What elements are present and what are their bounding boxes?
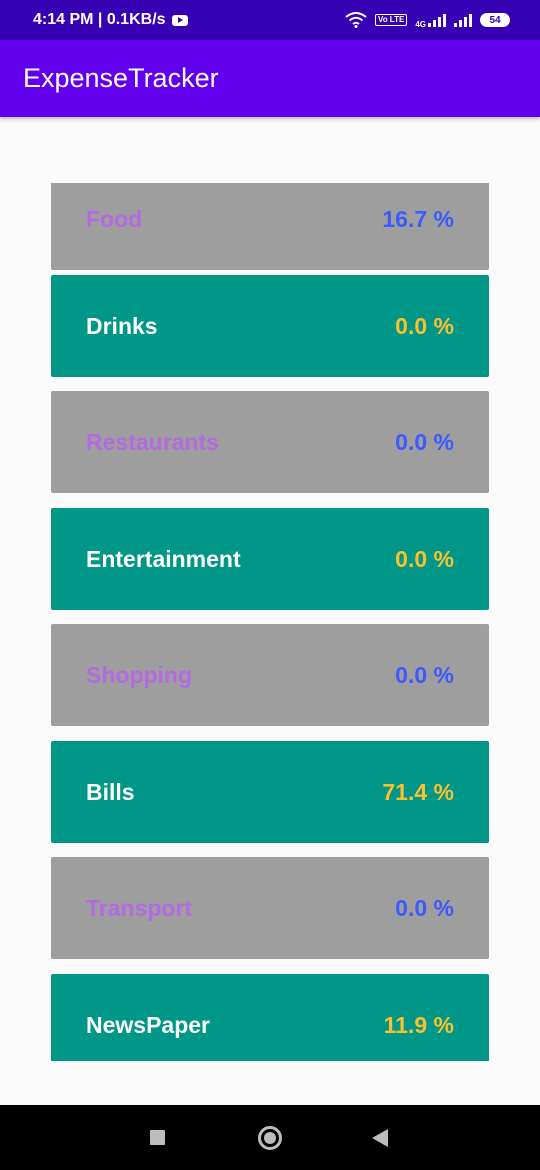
signal-2-icon — [454, 13, 472, 27]
category-row-food[interactable]: Food 16.7 % — [51, 183, 489, 270]
status-right: Vo LTE 4G 54 — [345, 11, 510, 29]
app-title: ExpenseTracker — [23, 63, 219, 93]
network-type-label: 4G — [415, 20, 426, 29]
home-icon[interactable] — [258, 1126, 282, 1150]
category-row-newspaper[interactable]: NewsPaper 11.9 % — [51, 974, 489, 1061]
category-name: Drinks — [86, 312, 158, 339]
battery-level: 54 — [489, 14, 501, 26]
category-percent: 0.0 % — [395, 312, 454, 339]
category-percent: 71.4 % — [382, 778, 454, 805]
category-name: Restaurants — [86, 428, 219, 455]
category-name: Transport — [86, 894, 193, 921]
category-row-bills[interactable]: Bills 71.4 % — [51, 741, 489, 843]
category-name: Shopping — [86, 661, 193, 688]
category-name: Entertainment — [86, 545, 241, 572]
category-name: Food — [86, 205, 143, 232]
category-percent: 11.9 % — [383, 1011, 454, 1038]
status-time-speed: 4:14 PM | 0.1KB/s — [33, 11, 166, 28]
status-bar: 4:14 PM | 0.1KB/s Vo LTE 4G 54 — [0, 0, 540, 40]
category-row-shopping[interactable]: Shopping 0.0 % — [51, 624, 489, 726]
battery-icon: 54 — [480, 13, 510, 27]
category-row-entertainment[interactable]: Entertainment 0.0 % — [51, 508, 489, 610]
signal-1-icon — [428, 13, 446, 27]
category-percent: 0.0 % — [395, 545, 454, 572]
category-name: NewsPaper — [86, 1011, 211, 1038]
category-percent: 0.0 % — [395, 894, 454, 921]
app-bar: ExpenseTracker — [0, 40, 540, 117]
recents-icon[interactable] — [150, 1130, 165, 1145]
status-left: 4:14 PM | 0.1KB/s — [33, 11, 188, 29]
system-nav-bar — [0, 1105, 540, 1170]
category-percent: 0.0 % — [395, 661, 454, 688]
category-list[interactable]: Food 16.7 % Drinks 0.0 % Restaurants 0.0… — [51, 183, 489, 1061]
category-percent: 0.0 % — [395, 428, 454, 455]
category-row-restaurants[interactable]: Restaurants 0.0 % — [51, 391, 489, 493]
category-row-transport[interactable]: Transport 0.0 % — [51, 857, 489, 959]
volte-icon: Vo LTE — [374, 14, 408, 26]
category-percent: 16.7 % — [382, 205, 454, 232]
category-name: Bills — [86, 778, 135, 805]
youtube-notification-icon — [171, 14, 188, 26]
back-icon[interactable] — [372, 1129, 388, 1147]
category-row-drinks[interactable]: Drinks 0.0 % — [51, 275, 489, 377]
wifi-icon — [345, 12, 367, 28]
